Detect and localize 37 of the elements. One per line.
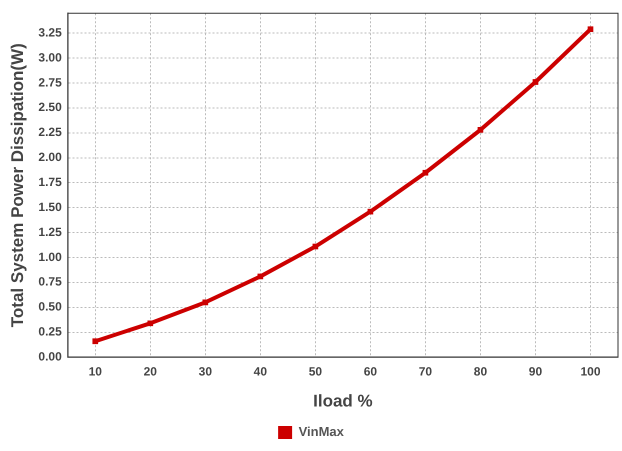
point — [422, 170, 428, 176]
x-tick-label: 40 — [254, 364, 268, 379]
x-tick-label: 30 — [198, 364, 212, 379]
y-tick-label: 1.00 — [38, 250, 62, 264]
legend-label: VinMax — [298, 424, 345, 440]
y-tick-label: 1.75 — [38, 175, 62, 190]
y-tick-label: 1.50 — [38, 200, 62, 214]
y-tick-label: 2.25 — [38, 125, 62, 140]
y-tick-label: 0.50 — [38, 300, 62, 314]
y-axis-title: Total System Power Dissipation(W) — [8, 43, 27, 328]
point — [258, 274, 264, 280]
x-tick-label: 10 — [88, 364, 102, 379]
point — [368, 208, 374, 214]
y-tick-label: 0.75 — [38, 274, 62, 289]
y-tick-label: 1.25 — [38, 224, 62, 239]
x-tick-label: 20 — [144, 364, 158, 379]
point — [202, 300, 208, 306]
point — [588, 26, 594, 32]
x-tick-label: 70 — [418, 364, 432, 379]
point — [92, 338, 98, 344]
y-tick-label: 3.25 — [38, 25, 62, 40]
y-tick-label: 0.00 — [38, 350, 62, 364]
x-tick-label: 100 — [580, 364, 601, 379]
x-tick-label: 50 — [308, 364, 322, 379]
y-tick-label: 3.00 — [38, 50, 62, 64]
x-tick-label: 80 — [474, 364, 488, 379]
x-tick-label: 90 — [528, 364, 542, 379]
y-tick-label: 2.50 — [38, 100, 62, 114]
y-tick-label: 2.00 — [38, 150, 62, 164]
y-tick-label: 2.75 — [38, 75, 62, 90]
point — [478, 127, 484, 133]
point — [312, 244, 318, 250]
x-axis-title: Iload % — [313, 391, 373, 410]
x-tick-label: 60 — [364, 364, 378, 379]
point — [147, 320, 154, 326]
point — [532, 79, 538, 85]
y-tick-label: 0.25 — [38, 324, 62, 339]
